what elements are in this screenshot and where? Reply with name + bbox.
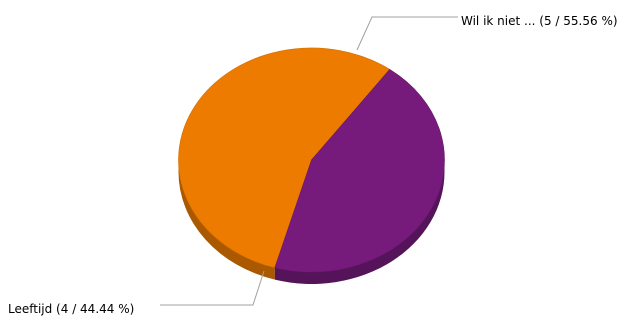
pie-depth-side-1-1: [178, 160, 275, 280]
pie-slice-layer: [178, 47, 445, 273]
leader-line-layer: [160, 16, 458, 306]
pie-depth-layer: [178, 160, 445, 284]
slice-label-wil-ik-niet: Wil ik niet ... (5 / 55.56 %): [461, 14, 618, 28]
pie-depth-side-2-1: [274, 160, 445, 284]
leader-line-wil-ik-niet: [356, 16, 458, 51]
slice-label-layer: Wil ik niet ... (5 / 55.56 %) Leeftijd (…: [8, 14, 618, 316]
pie-slice-leeftijd: [274, 69, 445, 273]
leader-line-leeftijd: [160, 270, 265, 306]
pie-slice-wil-ik-niet: [178, 47, 391, 269]
slice-label-leeftijd: Leeftijd (4 / 44.44 %): [8, 302, 134, 316]
